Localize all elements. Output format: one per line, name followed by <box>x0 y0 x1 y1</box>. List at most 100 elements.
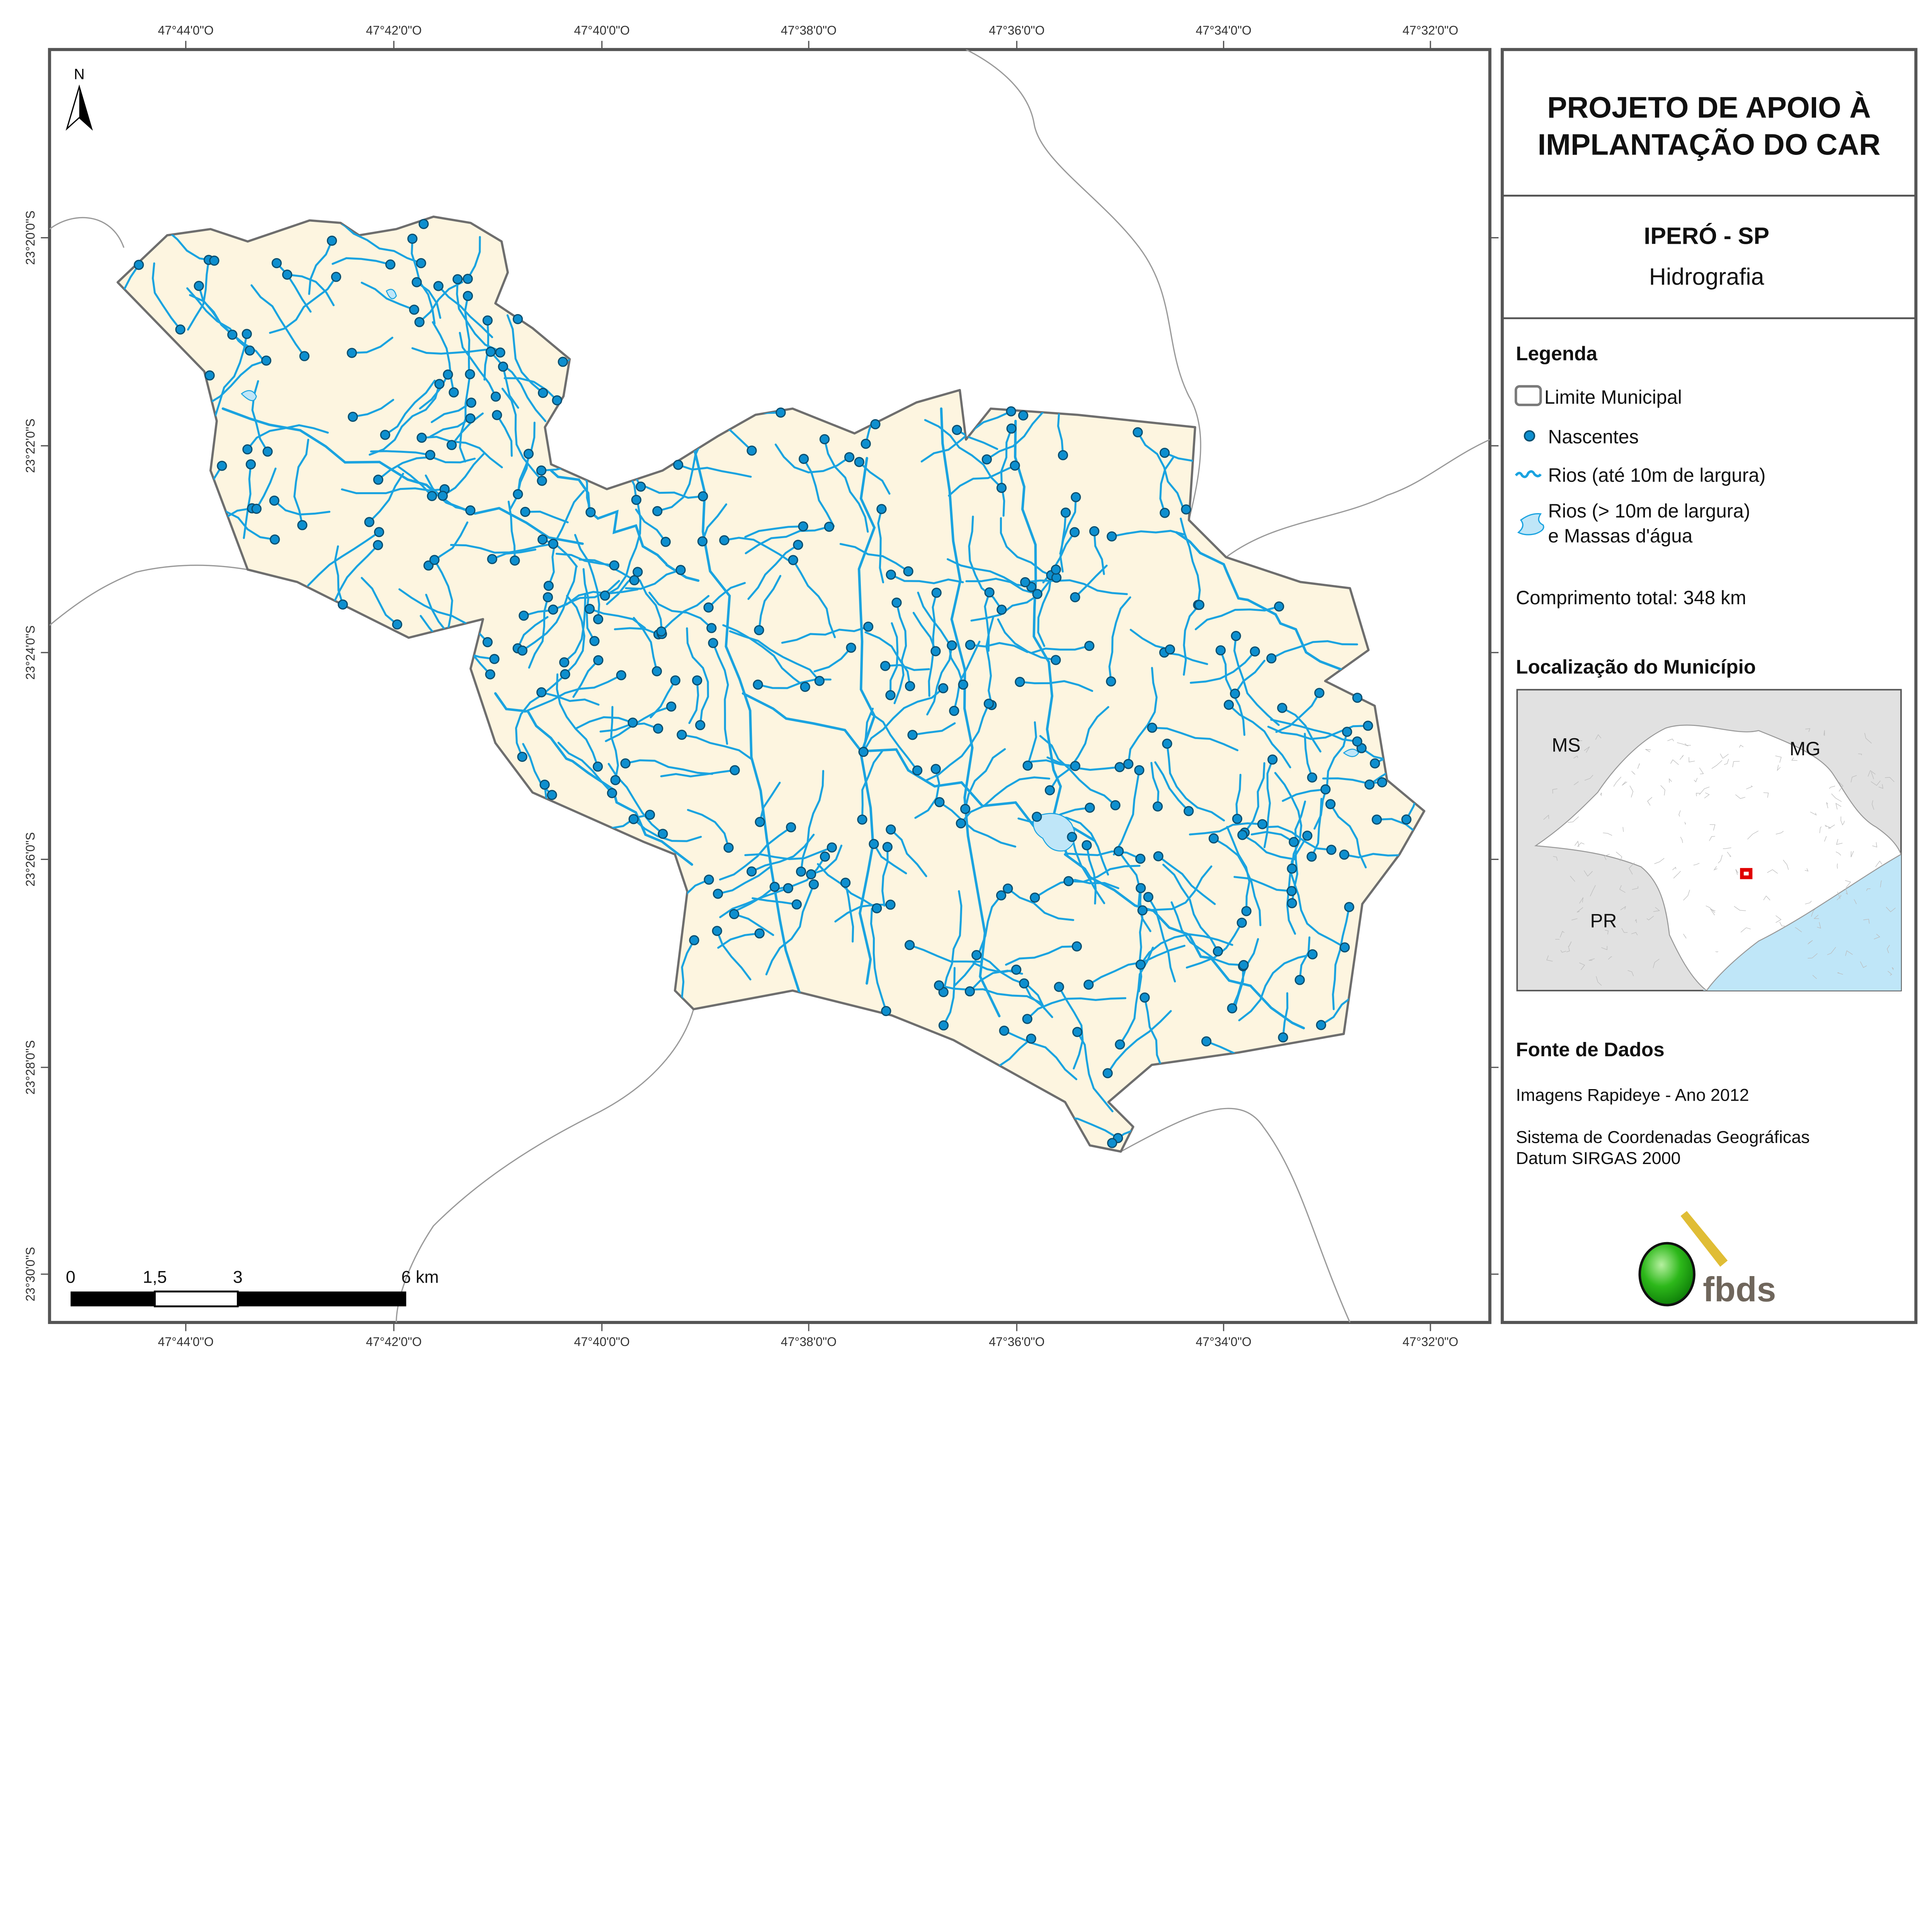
river <box>813 647 852 673</box>
spring-point <box>536 465 547 476</box>
river <box>1019 680 1094 692</box>
inset-municipal-line <box>1601 946 1607 950</box>
river <box>1270 640 1358 659</box>
spring-point <box>465 413 476 424</box>
river <box>716 930 752 981</box>
spring-point <box>1115 1039 1125 1050</box>
spring-point <box>912 765 923 776</box>
inset-municipal-line <box>1693 863 1700 866</box>
lon-label-top: 47°40'0"O <box>574 24 630 37</box>
spring-point <box>558 357 568 367</box>
river <box>556 673 599 768</box>
spring-point <box>1184 806 1194 816</box>
river <box>1233 635 1280 726</box>
spring-point <box>1114 762 1125 772</box>
legend-rios-large-1: Rios (> 10m de largura) <box>1548 500 1750 522</box>
spring-point <box>730 765 740 775</box>
spring-point <box>517 751 527 762</box>
inset-municipal-line <box>1620 906 1626 910</box>
inset-municipal-line <box>1711 760 1723 769</box>
spring-point <box>754 625 764 636</box>
water-body <box>386 289 397 299</box>
inset-municipal-line <box>1779 922 1786 926</box>
river <box>1243 762 1265 834</box>
river <box>1226 826 1250 912</box>
river <box>970 568 1057 622</box>
spring-point <box>1085 802 1095 813</box>
spring-point <box>437 491 448 501</box>
river <box>948 464 1016 497</box>
spring-point <box>373 474 383 485</box>
river <box>911 722 956 736</box>
spring-point <box>658 829 668 839</box>
spring-point <box>1139 992 1150 1003</box>
spring-point <box>452 274 463 284</box>
lon-label-top: 47°36'0"O <box>989 24 1044 37</box>
river <box>1270 719 1359 743</box>
spring-point <box>1307 949 1318 960</box>
river <box>1136 431 1184 508</box>
river <box>823 438 869 533</box>
river <box>759 782 781 823</box>
main-river <box>1014 420 1069 857</box>
river <box>736 885 776 911</box>
spring-point <box>251 503 262 514</box>
spring-point <box>513 489 523 500</box>
river <box>881 846 889 907</box>
spring-point <box>465 369 475 379</box>
river <box>293 438 310 526</box>
inset-municipal-line <box>1552 789 1558 794</box>
spring-point <box>1352 692 1362 703</box>
river <box>1190 650 1256 684</box>
river <box>117 264 140 353</box>
spring-point <box>1227 1003 1237 1014</box>
spring-point <box>692 675 702 686</box>
spring-point <box>425 450 435 460</box>
spring-point <box>134 260 144 270</box>
river <box>1274 772 1303 870</box>
inset-municipal-line <box>1739 744 1744 748</box>
spring-point <box>492 410 502 420</box>
spring-point <box>269 495 280 506</box>
spring-point <box>934 980 944 991</box>
inset-municipal-line <box>1836 839 1843 845</box>
spring-point <box>1067 832 1077 842</box>
river <box>1267 724 1369 740</box>
river <box>1005 945 1078 966</box>
inset-municipal-line <box>1845 880 1851 888</box>
main-river <box>742 692 1096 842</box>
spring-point <box>1003 883 1013 894</box>
river <box>960 776 1050 824</box>
river <box>774 444 850 474</box>
river <box>680 734 752 760</box>
legend-rios-small: Rios (até 10m de largura) <box>1548 464 1765 486</box>
inset-municipal-line <box>1840 816 1843 825</box>
river <box>781 625 869 644</box>
river <box>507 500 516 562</box>
river <box>1282 788 1327 802</box>
river <box>1076 1031 1114 1113</box>
spring-point <box>584 603 595 614</box>
river <box>420 436 503 469</box>
inset-municipal-line <box>1872 800 1874 810</box>
spring-point <box>814 676 825 686</box>
inset-municipal-line <box>1653 907 1660 912</box>
river <box>1067 865 1141 883</box>
inset-municipal-line <box>1813 914 1819 919</box>
inset-municipal-line <box>1616 851 1622 862</box>
spring-point <box>548 604 558 615</box>
spring-point <box>1160 508 1170 518</box>
spring-point <box>539 779 550 790</box>
river <box>635 508 667 543</box>
river <box>633 617 658 673</box>
spring-point <box>880 661 891 671</box>
river <box>397 466 433 497</box>
spring-point <box>1032 589 1043 599</box>
inset-municipal-line <box>1679 810 1681 817</box>
inset-municipal-line <box>1546 955 1553 962</box>
river <box>625 569 682 590</box>
spring-point <box>999 1025 1009 1036</box>
lon-label-top: 47°34'0"O <box>1196 24 1251 37</box>
river <box>1108 596 1131 683</box>
inset-municipal-line <box>1560 950 1566 953</box>
